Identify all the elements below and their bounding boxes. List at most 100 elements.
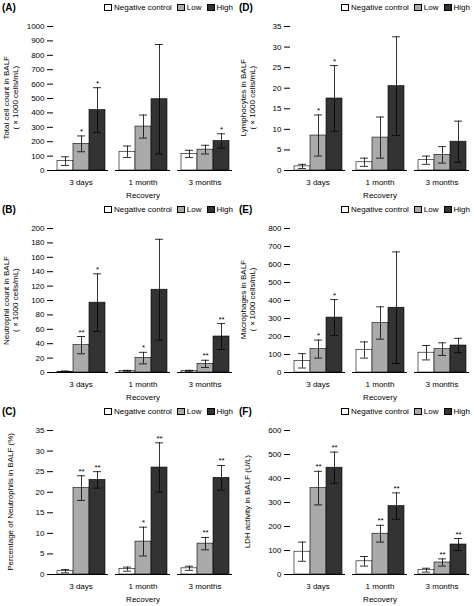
svg-text:600: 600 [268, 426, 282, 435]
svg-text:1 month: 1 month [366, 178, 395, 187]
svg-text:*: * [333, 57, 336, 66]
svg-text:**: ** [94, 463, 100, 472]
svg-text:200: 200 [268, 332, 282, 341]
svg-text:1 month: 1 month [366, 582, 395, 591]
svg-text:20: 20 [273, 84, 282, 93]
svg-text:**: ** [202, 351, 208, 360]
svg-text:500: 500 [268, 278, 282, 287]
svg-text:80: 80 [36, 310, 45, 319]
svg-text:0: 0 [277, 368, 282, 377]
svg-text:15: 15 [273, 104, 282, 113]
svg-text:3 months: 3 months [426, 178, 459, 187]
svg-text:**: ** [202, 528, 208, 537]
svg-text:*: * [96, 79, 99, 88]
svg-text:*: * [142, 518, 145, 527]
svg-text:400: 400 [268, 296, 282, 305]
svg-text:400: 400 [31, 108, 45, 117]
svg-text:3 days: 3 days [69, 582, 93, 591]
svg-text:**: ** [156, 434, 162, 443]
svg-text:160: 160 [31, 253, 45, 262]
svg-text:3 days: 3 days [69, 178, 93, 187]
svg-text:0: 0 [40, 166, 45, 175]
svg-text:800: 800 [31, 51, 45, 60]
svg-text:60: 60 [36, 325, 45, 334]
svg-text:*: * [80, 127, 83, 136]
svg-text:700: 700 [31, 65, 45, 74]
svg-text:*: * [333, 291, 336, 300]
svg-text:15: 15 [36, 508, 45, 517]
svg-text:Recovery: Recovery [126, 595, 160, 604]
svg-text:**: ** [218, 456, 224, 465]
svg-text:Recovery: Recovery [363, 595, 397, 604]
svg-text:**: ** [78, 467, 84, 476]
svg-text:**: ** [78, 328, 84, 337]
svg-text:5: 5 [277, 145, 282, 154]
svg-text:400: 400 [268, 474, 282, 483]
svg-text:20: 20 [36, 354, 45, 363]
svg-text:140: 140 [31, 267, 45, 276]
svg-text:Recovery: Recovery [126, 191, 160, 200]
svg-text:3 days: 3 days [306, 380, 330, 389]
svg-text:200: 200 [268, 522, 282, 531]
svg-text:**: ** [315, 462, 321, 471]
svg-text:0: 0 [40, 368, 45, 377]
svg-text:100: 100 [268, 350, 282, 359]
svg-text:**: ** [439, 550, 445, 559]
svg-text:3 months: 3 months [189, 582, 222, 591]
svg-text:*: * [317, 106, 320, 115]
svg-text:5: 5 [40, 549, 45, 558]
svg-text:**: ** [218, 315, 224, 324]
svg-text:500: 500 [31, 94, 45, 103]
svg-text:1 month: 1 month [129, 178, 158, 187]
svg-text:Recovery: Recovery [363, 393, 397, 402]
svg-text:3 days: 3 days [306, 178, 330, 187]
svg-text:*: * [317, 331, 320, 340]
svg-text:600: 600 [31, 80, 45, 89]
svg-text:10: 10 [36, 529, 45, 538]
svg-text:3 days: 3 days [69, 380, 93, 389]
svg-text:35: 35 [36, 426, 45, 435]
svg-text:200: 200 [31, 137, 45, 146]
svg-text:3 months: 3 months [426, 582, 459, 591]
svg-text:25: 25 [36, 467, 45, 476]
svg-text:100: 100 [31, 152, 45, 161]
svg-text:100: 100 [268, 546, 282, 555]
svg-text:300: 300 [268, 314, 282, 323]
svg-text:Recovery: Recovery [126, 393, 160, 402]
svg-text:25: 25 [273, 63, 282, 72]
svg-text:0: 0 [277, 166, 282, 175]
svg-text:500: 500 [268, 450, 282, 459]
svg-text:3 days: 3 days [306, 582, 330, 591]
svg-text:100: 100 [31, 296, 45, 305]
svg-text:30: 30 [36, 447, 45, 456]
svg-text:**: ** [455, 530, 461, 539]
svg-text:*: * [96, 265, 99, 274]
svg-text:200: 200 [31, 224, 45, 233]
svg-text:120: 120 [31, 282, 45, 291]
svg-text:180: 180 [31, 238, 45, 247]
svg-text:1 month: 1 month [366, 380, 395, 389]
svg-text:600: 600 [268, 260, 282, 269]
svg-text:**: ** [377, 516, 383, 525]
svg-text:10: 10 [273, 125, 282, 134]
svg-text:3 months: 3 months [189, 178, 222, 187]
svg-text:*: * [220, 125, 223, 134]
svg-text:0: 0 [40, 570, 45, 579]
svg-text:30: 30 [273, 43, 282, 52]
svg-text:35: 35 [273, 22, 282, 31]
svg-text:900: 900 [31, 36, 45, 45]
svg-text:700: 700 [268, 242, 282, 251]
svg-text:800: 800 [268, 224, 282, 233]
svg-text:1000: 1000 [27, 22, 45, 31]
svg-text:300: 300 [268, 498, 282, 507]
svg-text:**: ** [393, 484, 399, 493]
svg-text:40: 40 [36, 339, 45, 348]
svg-text:1 month: 1 month [129, 380, 158, 389]
svg-text:3 months: 3 months [426, 380, 459, 389]
svg-text:0: 0 [277, 570, 282, 579]
svg-text:300: 300 [31, 123, 45, 132]
svg-text:**: ** [331, 443, 337, 452]
svg-text:1 month: 1 month [129, 582, 158, 591]
svg-text:Recovery: Recovery [363, 191, 397, 200]
svg-text:*: * [142, 343, 145, 352]
